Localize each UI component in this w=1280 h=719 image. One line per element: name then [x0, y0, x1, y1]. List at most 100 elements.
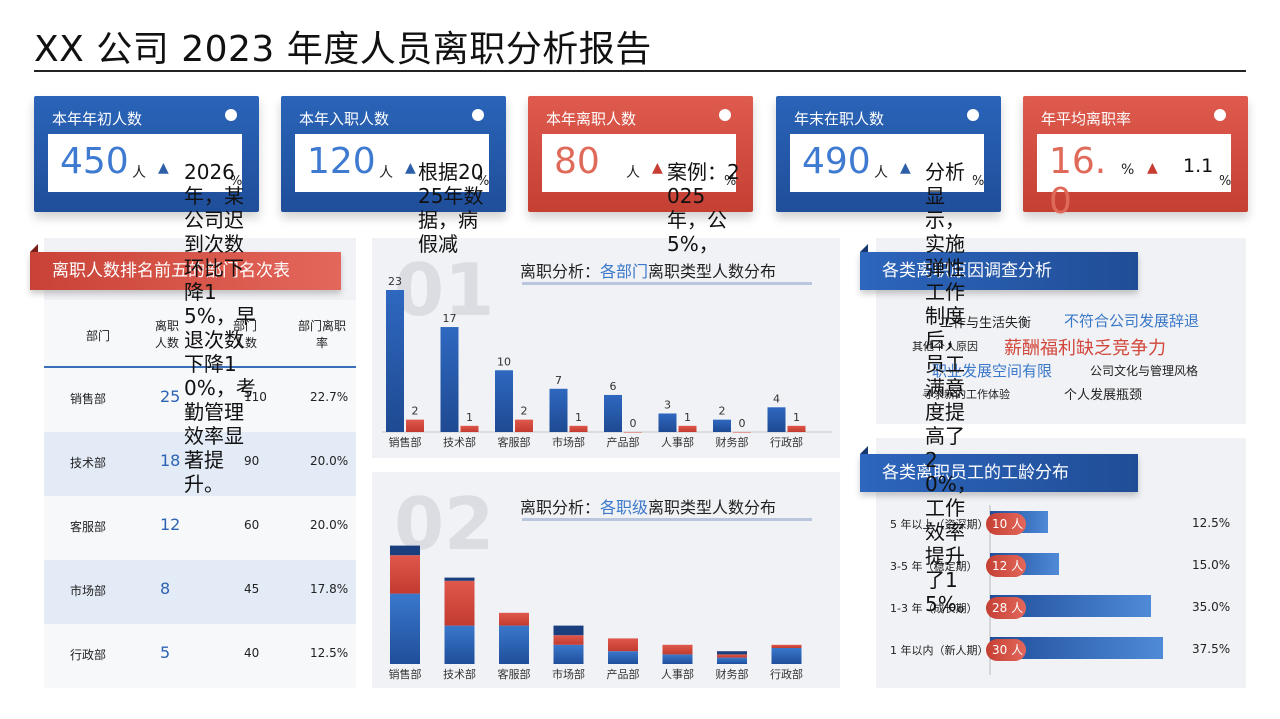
data-label: 2	[521, 405, 528, 418]
reasons-ribbon: 各类离职原因调查分析	[860, 252, 1138, 290]
bar-series-2	[733, 432, 751, 433]
data-label: 6	[610, 380, 617, 393]
kpi-percent-sign: %	[724, 174, 737, 189]
kpi-label: 年平均离职率	[1041, 110, 1132, 128]
kpi-dot-icon	[225, 109, 237, 121]
bar-series-2	[406, 419, 424, 432]
header-dept-rate: 部门离职率	[297, 319, 346, 350]
category-label: 技术部	[443, 435, 476, 449]
bar-series-1	[440, 327, 459, 432]
chart-title-prefix: 离职分析：	[520, 262, 601, 281]
cell-dept-size: 90	[244, 454, 260, 468]
table-row: 行政部 5 40 12.5%	[44, 624, 356, 688]
kpi-dot-icon	[472, 109, 484, 121]
kpi-card-end-headcount: 年末在职人数 490 人 ▲%	[776, 96, 1001, 212]
bar-series-1	[608, 651, 638, 664]
bar-series-1	[495, 370, 513, 432]
bar-series-1	[604, 394, 622, 432]
table-row: 技术部 18 90 20.0%	[44, 432, 356, 496]
bar-series-2	[717, 654, 747, 658]
tenure-bar	[990, 637, 1163, 659]
kpi-overflow-note: 根据2025年数据，病假减	[418, 160, 484, 256]
header-dept-size: 部门人数	[232, 319, 257, 350]
tenure-percent: 15.0%	[1192, 558, 1231, 572]
tenure-count-label: 12 人	[986, 555, 1026, 577]
reason-word: 工作与生活失衡	[940, 316, 1032, 331]
dept-table-header: 部门 离职人数 部门人数 部门离职率	[44, 300, 356, 368]
bar-series-2	[553, 635, 584, 645]
reason-word: 薪酬福利缺乏竞争力	[1004, 338, 1166, 359]
kpi-label: 本年入职人数	[299, 110, 390, 128]
data-label: 2	[719, 405, 726, 418]
data-label: 3	[664, 398, 671, 411]
page-title: XX 公司 2023 年度人员离职分析报告	[34, 29, 652, 70]
kpi-label: 本年离职人数	[546, 110, 637, 128]
trend-up-icon: ▲	[158, 160, 169, 176]
kpi-value: 16.0	[1049, 141, 1107, 222]
category-label: 技术部	[443, 667, 476, 681]
kpi-unit: 人	[132, 165, 146, 181]
cell-dept: 客服部	[70, 520, 107, 534]
reason-word: 不符合公司发展辞退	[1064, 312, 1200, 330]
bar-series-1	[767, 407, 786, 432]
dept-chart-panel: 01 离职分析：各部门离职类型人数分布 23 2 销售部 17 1 技术部 10 2 客服部 7 1…	[372, 238, 840, 458]
kpi-overflow-note: 2026年，某公司迟到次数环比下降15%，早退次数下降10%，考勤管理效率显著提…	[184, 160, 256, 496]
table-row: 客服部 12 60 20.0%	[44, 496, 356, 560]
category-label: 人事部	[661, 435, 694, 449]
cell-dept-size: 110	[244, 390, 267, 404]
cell-dept-size: 45	[244, 582, 260, 596]
cell-dept: 市场部	[70, 584, 107, 598]
reason-word: 其他个人原因	[912, 340, 978, 353]
header-dept: 部门	[85, 329, 110, 343]
dept-departure-type-chart: 232销售部171技术部102客服部71市场部60产品部31人事部20财务部41…	[382, 275, 832, 449]
kpi-label: 本年年初人数	[52, 110, 143, 128]
category-label: 产品部	[607, 667, 640, 681]
cell-dept: 销售部	[70, 392, 107, 406]
tenure-category-label: 1 年以内（新人期）	[890, 644, 989, 657]
bar-series-2	[771, 644, 802, 648]
category-label: 行政部	[770, 667, 803, 681]
kpi-unit: 人	[874, 165, 888, 181]
tenure-percent: 37.5%	[1192, 642, 1231, 656]
data-label: 17	[443, 312, 457, 325]
data-label: 0	[739, 417, 746, 430]
kpi-value-box: 16.0% ▲ 1.1%	[1037, 134, 1231, 222]
bar-series-2	[390, 555, 420, 594]
bar-series-1	[771, 648, 802, 664]
kpi-card-departures: 本年离职人数 80 人 ▲%	[528, 96, 753, 212]
bar-series-1	[386, 290, 404, 432]
tenure-bar	[990, 595, 1151, 617]
cell-dept-size: 40	[244, 646, 260, 660]
kpi-value: 450	[60, 141, 129, 182]
cell-departures: 5	[160, 643, 171, 662]
category-label: 市场部	[552, 435, 585, 449]
bar-series-2	[515, 419, 533, 432]
bar-series-2	[624, 432, 642, 433]
data-label: 2	[412, 405, 419, 418]
bar-series-2	[499, 612, 529, 626]
bar-series-1	[717, 657, 747, 664]
table-row: 市场部 8 45 17.8%	[44, 560, 356, 624]
bar-series-2	[569, 425, 588, 432]
tenure-category-label: 1-3 年（成长期）	[890, 602, 978, 615]
chart-badge: 01	[394, 248, 495, 332]
header-departures: 离职人数	[154, 319, 179, 350]
data-label: 7	[555, 374, 562, 387]
kpi-value: 490	[802, 141, 871, 182]
bar-series-1	[444, 625, 475, 664]
reason-word: 个人发展瓶颈	[1064, 388, 1143, 403]
dept-table-ribbon: 离职人数排名前五的部门名次表	[30, 252, 341, 290]
kpi-unit: 人	[626, 165, 640, 181]
data-label: 1	[466, 411, 473, 424]
kpi-value: 80	[554, 141, 600, 182]
bar-series-1	[713, 419, 731, 432]
trend-up-icon: ▲	[1147, 160, 1158, 176]
tenure-percent: 12.5%	[1192, 516, 1231, 530]
bar-series-1	[553, 644, 584, 664]
kpi-value-box: 80 人 ▲%	[542, 134, 736, 192]
kpi-value-box: 120 人 ▲%	[295, 134, 489, 192]
bar-series-1	[662, 654, 693, 664]
category-label: 产品部	[607, 435, 640, 449]
kpi-card-new-hires: 本年入职人数 120 人 ▲%	[281, 96, 506, 212]
kpi-label: 年末在职人数	[794, 110, 885, 128]
